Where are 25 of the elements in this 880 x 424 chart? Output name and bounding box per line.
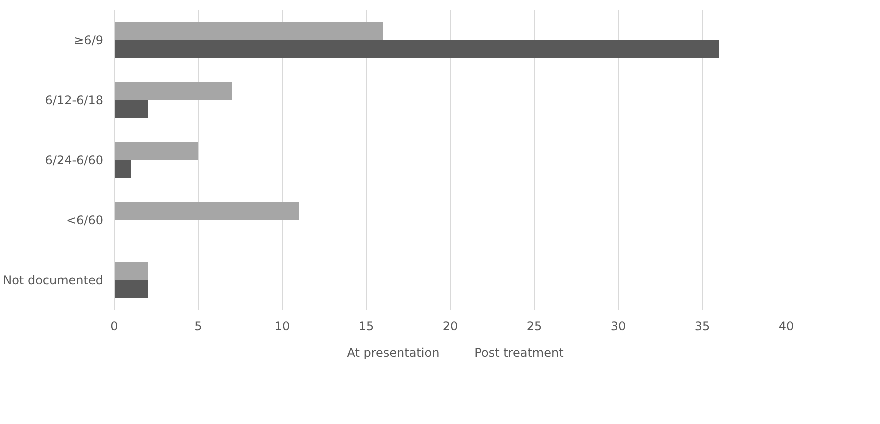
- x-tick-label: 0: [110, 320, 118, 334]
- x-tick-label: 35: [694, 320, 710, 334]
- bar: [114, 202, 300, 220]
- bar: [114, 142, 198, 160]
- text: Post treatment: [474, 346, 564, 360]
- x-tick-label: 30: [610, 320, 626, 334]
- text: At presentation: [347, 346, 440, 360]
- bar: [114, 100, 148, 118]
- bar: [114, 82, 232, 100]
- y-tick-label: Not documented: [3, 274, 104, 288]
- bar: [114, 160, 132, 178]
- x-tick-label: 25: [526, 320, 542, 334]
- bar: [114, 22, 384, 40]
- y-tick-label: <6/60: [66, 214, 104, 228]
- bar: [114, 40, 720, 58]
- bar: [114, 280, 148, 298]
- y-tick-label: 6/12-6/18: [45, 94, 104, 108]
- x-tick-label: 10: [274, 320, 290, 334]
- y-tick-label: ≥6/9: [74, 34, 104, 48]
- x-tick-label: 5: [194, 320, 202, 334]
- bar: [114, 262, 148, 280]
- y-tick-label: 6/24-6/60: [45, 154, 104, 168]
- x-tick-label: 20: [442, 320, 458, 334]
- x-tick-label: 40: [778, 320, 794, 334]
- x-tick-label: 15: [358, 320, 374, 334]
